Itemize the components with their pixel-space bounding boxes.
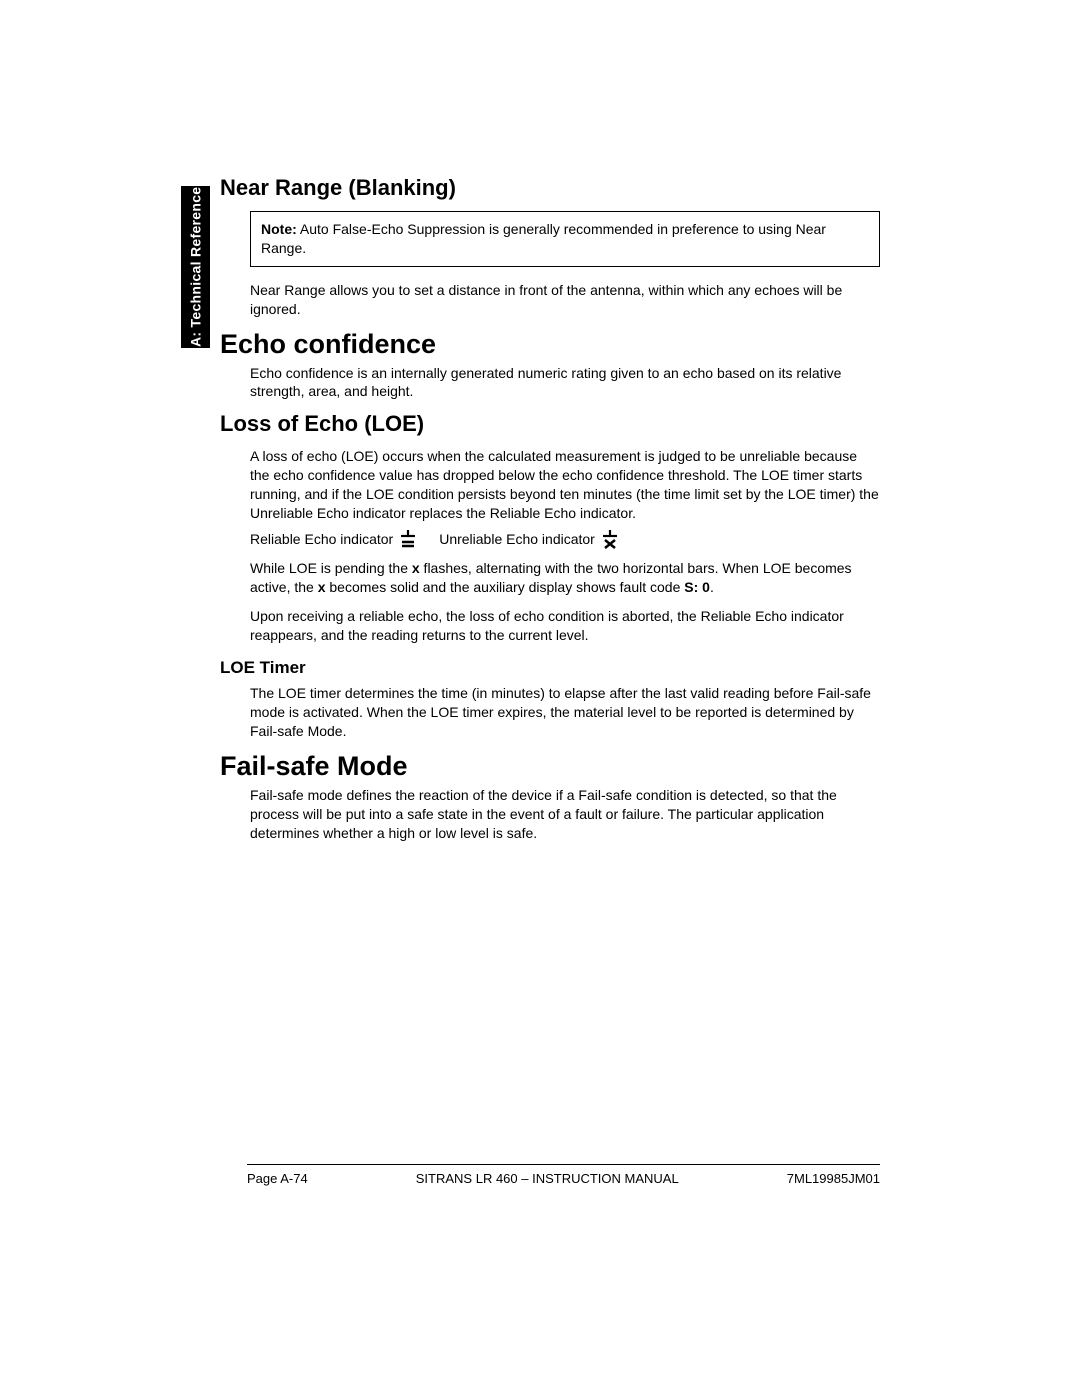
loe-p2: While LOE is pending the x flashes, alte…	[250, 559, 880, 597]
loe-x1: x	[412, 560, 420, 576]
echo-confidence-body: Echo confidence is an internally generat…	[250, 364, 880, 402]
heading-loe: Loss of Echo (LOE)	[220, 411, 880, 437]
note-box: Note: Auto False-Echo Suppression is gen…	[250, 211, 880, 267]
note-label: Note:	[261, 221, 297, 237]
page-content: Near Range (Blanking) Note: Auto False-E…	[220, 175, 880, 843]
loe-p2a: While LOE is pending the	[250, 560, 412, 576]
loe-p3: Upon receiving a reliable echo, the loss…	[250, 607, 880, 645]
loe-p1: A loss of echo (LOE) occurs when the cal…	[250, 447, 880, 523]
reliable-label: Reliable Echo indicator	[250, 531, 393, 547]
reliable-echo-icon	[399, 529, 417, 549]
indicator-row: Reliable Echo indicator Unreliable Echo …	[250, 529, 880, 549]
loe-p2end: .	[710, 579, 714, 595]
failsafe-body: Fail-safe mode defines the reaction of t…	[250, 786, 880, 843]
loe-code: S: 0	[684, 579, 710, 595]
loe-p2c: becomes solid and the auxiliary display …	[326, 579, 685, 595]
loe-timer-body: The LOE timer determines the time (in mi…	[250, 684, 880, 741]
side-tab-label: A: Technical Reference	[181, 186, 210, 348]
note-text: Auto False-Echo Suppression is generally…	[261, 221, 826, 256]
footer-page-number: Page A-74	[247, 1171, 308, 1186]
heading-echo-confidence: Echo confidence	[220, 329, 880, 360]
page-footer: Page A-74 SITRANS LR 460 – INSTRUCTION M…	[247, 1164, 880, 1186]
footer-doc-id: 7ML19985JM01	[787, 1171, 880, 1186]
footer-manual-title: SITRANS LR 460 – INSTRUCTION MANUAL	[416, 1171, 679, 1186]
unreliable-echo-icon	[601, 529, 619, 549]
near-range-body: Near Range allows you to set a distance …	[250, 281, 880, 319]
loe-x2: x	[318, 579, 326, 595]
document-page: A: Technical Reference Near Range (Blank…	[0, 0, 1080, 1397]
unreliable-label: Unreliable Echo indicator	[439, 531, 595, 547]
heading-near-range: Near Range (Blanking)	[220, 175, 880, 201]
heading-failsafe: Fail-safe Mode	[220, 751, 880, 782]
heading-loe-timer: LOE Timer	[220, 658, 880, 678]
